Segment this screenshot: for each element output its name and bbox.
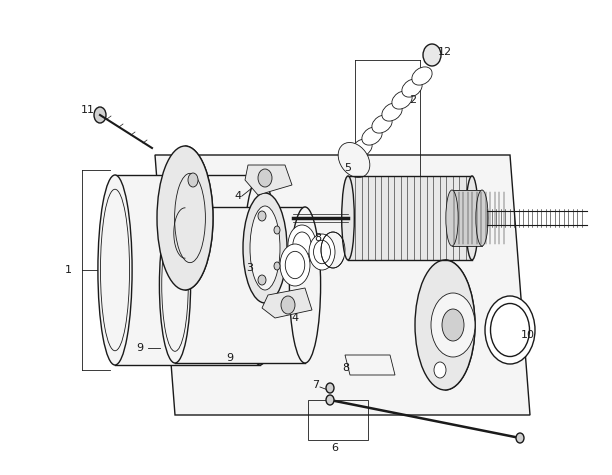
Ellipse shape (412, 67, 432, 85)
Ellipse shape (313, 240, 330, 264)
Ellipse shape (466, 176, 479, 260)
Text: 7: 7 (313, 380, 319, 390)
Ellipse shape (281, 296, 295, 314)
Ellipse shape (415, 260, 475, 390)
Ellipse shape (446, 190, 458, 246)
Ellipse shape (309, 234, 335, 270)
Polygon shape (155, 155, 530, 415)
Ellipse shape (392, 91, 412, 109)
Text: 4: 4 (291, 313, 299, 323)
Ellipse shape (352, 139, 372, 157)
Text: 10: 10 (521, 330, 535, 340)
Ellipse shape (274, 262, 280, 270)
Ellipse shape (372, 115, 392, 133)
Ellipse shape (423, 44, 441, 66)
Ellipse shape (258, 169, 272, 187)
Ellipse shape (490, 304, 529, 357)
Ellipse shape (476, 190, 488, 246)
Ellipse shape (326, 383, 334, 393)
Ellipse shape (274, 226, 280, 234)
Ellipse shape (243, 193, 287, 303)
Text: 11: 11 (81, 105, 95, 115)
Text: 9: 9 (136, 343, 144, 353)
Text: 9: 9 (226, 353, 234, 363)
Text: 1: 1 (64, 265, 72, 275)
Ellipse shape (188, 173, 198, 187)
Ellipse shape (431, 293, 475, 357)
Text: 8: 8 (315, 233, 321, 243)
Polygon shape (175, 207, 305, 363)
Ellipse shape (442, 309, 464, 341)
Ellipse shape (258, 275, 266, 285)
Ellipse shape (250, 206, 280, 290)
Ellipse shape (382, 103, 402, 121)
Text: 8: 8 (343, 363, 349, 373)
Ellipse shape (100, 189, 130, 351)
Ellipse shape (258, 211, 266, 221)
Text: 5: 5 (345, 163, 351, 173)
Ellipse shape (157, 146, 213, 290)
Ellipse shape (341, 176, 354, 260)
Ellipse shape (485, 296, 535, 364)
Ellipse shape (94, 107, 106, 123)
Polygon shape (452, 190, 482, 246)
Ellipse shape (159, 207, 190, 363)
Ellipse shape (326, 395, 334, 405)
Polygon shape (445, 260, 475, 390)
Ellipse shape (243, 175, 277, 365)
Ellipse shape (285, 251, 305, 279)
Polygon shape (245, 165, 292, 195)
Ellipse shape (288, 225, 316, 265)
Text: 2: 2 (409, 95, 417, 105)
Ellipse shape (516, 433, 524, 443)
Ellipse shape (338, 142, 370, 178)
Ellipse shape (289, 207, 321, 363)
Polygon shape (348, 176, 472, 260)
Ellipse shape (402, 79, 422, 97)
Ellipse shape (362, 127, 382, 145)
Polygon shape (185, 146, 213, 290)
Polygon shape (262, 288, 312, 318)
Text: 4: 4 (234, 191, 242, 201)
Polygon shape (115, 175, 260, 365)
Polygon shape (345, 355, 395, 375)
Text: 12: 12 (438, 47, 452, 57)
Text: 6: 6 (332, 443, 338, 453)
Text: 3: 3 (247, 263, 253, 273)
Ellipse shape (98, 175, 132, 365)
Ellipse shape (434, 362, 446, 378)
Ellipse shape (293, 232, 311, 258)
Ellipse shape (280, 244, 310, 286)
